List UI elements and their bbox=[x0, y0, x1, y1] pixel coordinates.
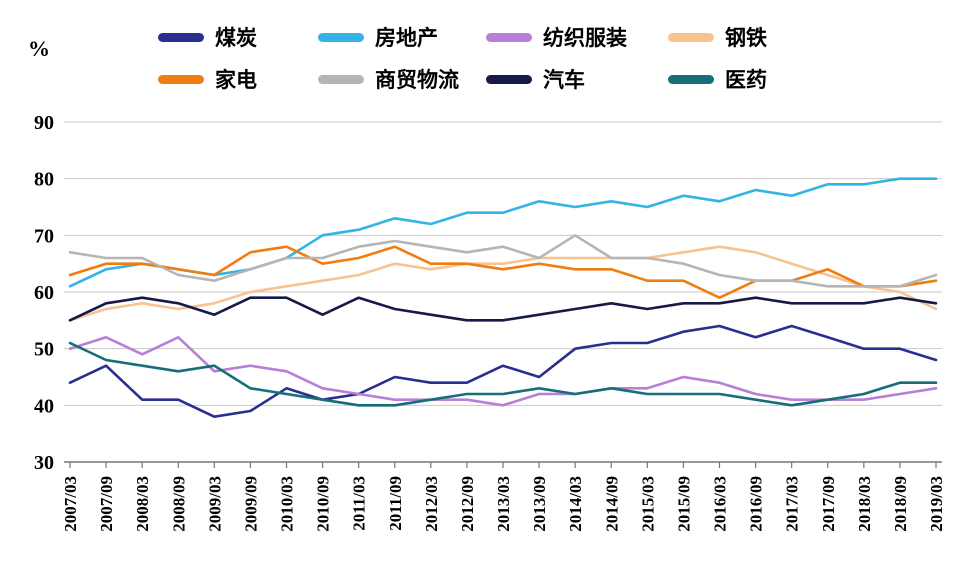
legend-item-auto: 汽车 bbox=[486, 64, 668, 94]
x-tick-label: 2013/03 bbox=[494, 476, 513, 532]
x-tick-label: 2018/09 bbox=[891, 476, 910, 532]
legend-swatch-auto bbox=[486, 74, 532, 84]
legend-label-coal: 煤炭 bbox=[215, 27, 257, 50]
y-tick-label: 60 bbox=[34, 282, 54, 304]
legend-swatch-home-appliance bbox=[158, 74, 204, 84]
legend-item-home-appliance: 家电 bbox=[158, 64, 318, 94]
x-tick-label: 2017/03 bbox=[783, 476, 802, 532]
legend-item-coal: 煤炭 bbox=[158, 22, 318, 52]
y-axis-unit-label: % bbox=[28, 36, 50, 61]
x-tick-label: 2012/03 bbox=[422, 476, 441, 532]
legend-swatch-coal bbox=[158, 32, 204, 42]
x-tick-label: 2016/09 bbox=[747, 476, 766, 532]
x-tick-label: 2010/09 bbox=[314, 476, 333, 532]
legend-swatch-commerce-logistics bbox=[318, 74, 364, 84]
y-tick-label: 50 bbox=[34, 339, 54, 361]
legend-label-auto: 汽车 bbox=[543, 69, 585, 92]
x-tick-label: 2019/03 bbox=[927, 476, 946, 532]
x-tick-label: 2008/03 bbox=[133, 476, 152, 532]
legend-label-steel: 钢铁 bbox=[725, 27, 767, 50]
chart-legend: 煤炭 房地产 纺织服装 钢铁 家电 商贸物流 汽车 医药 bbox=[158, 22, 818, 94]
series-line-coal bbox=[68, 324, 938, 419]
x-tick-label: 2014/03 bbox=[566, 476, 585, 532]
y-tick-label: 40 bbox=[34, 395, 54, 417]
x-tick-label: 2017/09 bbox=[819, 476, 838, 532]
x-tick-label: 2009/03 bbox=[205, 476, 224, 532]
x-tick-label: 2016/03 bbox=[711, 476, 730, 532]
x-tick-label: 2009/09 bbox=[241, 476, 260, 532]
legend-swatch-steel bbox=[668, 32, 714, 42]
x-tick-label: 2012/09 bbox=[458, 476, 477, 532]
x-tick-label: 2014/09 bbox=[602, 476, 621, 532]
x-tick-label: 2013/09 bbox=[530, 476, 549, 532]
legend-label-pharma: 医药 bbox=[725, 69, 767, 92]
y-tick-label: 70 bbox=[34, 225, 54, 247]
x-tick-label: 2011/09 bbox=[386, 476, 405, 531]
x-tick-label: 2007/09 bbox=[97, 476, 116, 532]
legend-item-real-estate: 房地产 bbox=[318, 22, 486, 52]
series-line-textile-apparel bbox=[68, 335, 938, 407]
legend-label-textile-apparel: 纺织服装 bbox=[543, 27, 627, 50]
legend-item-commerce-logistics: 商贸物流 bbox=[318, 64, 486, 94]
x-tick-label: 2007/03 bbox=[61, 476, 80, 532]
series-line-steel bbox=[68, 245, 938, 322]
legend-item-textile-apparel: 纺织服装 bbox=[486, 22, 668, 52]
x-tick-label: 2015/03 bbox=[638, 476, 657, 532]
legend-label-commerce-logistics: 商贸物流 bbox=[375, 69, 459, 92]
legend-swatch-pharma bbox=[668, 74, 714, 84]
series-line-auto bbox=[68, 296, 938, 322]
y-tick-label: 30 bbox=[34, 452, 54, 474]
legend-swatch-textile-apparel bbox=[486, 32, 532, 42]
x-tick-label: 2018/03 bbox=[855, 476, 874, 532]
legend-swatch-real-estate bbox=[318, 32, 364, 42]
x-tick-label: 2011/03 bbox=[350, 476, 369, 531]
legend-label-home-appliance: 家电 bbox=[215, 69, 257, 92]
series-line-home-appliance bbox=[68, 245, 938, 300]
series-line-commerce-logistics bbox=[68, 234, 938, 288]
x-tick-label: 2010/03 bbox=[278, 476, 297, 532]
y-tick-label: 90 bbox=[34, 112, 54, 134]
legend-item-steel: 钢铁 bbox=[668, 22, 818, 52]
x-tick-label: 2015/09 bbox=[674, 476, 693, 532]
series-line-pharma bbox=[68, 341, 938, 407]
legend-label-real-estate: 房地产 bbox=[375, 27, 438, 50]
x-tick-label: 2008/09 bbox=[169, 476, 188, 532]
legend-item-pharma: 医药 bbox=[668, 64, 818, 94]
y-tick-label: 80 bbox=[34, 169, 54, 191]
